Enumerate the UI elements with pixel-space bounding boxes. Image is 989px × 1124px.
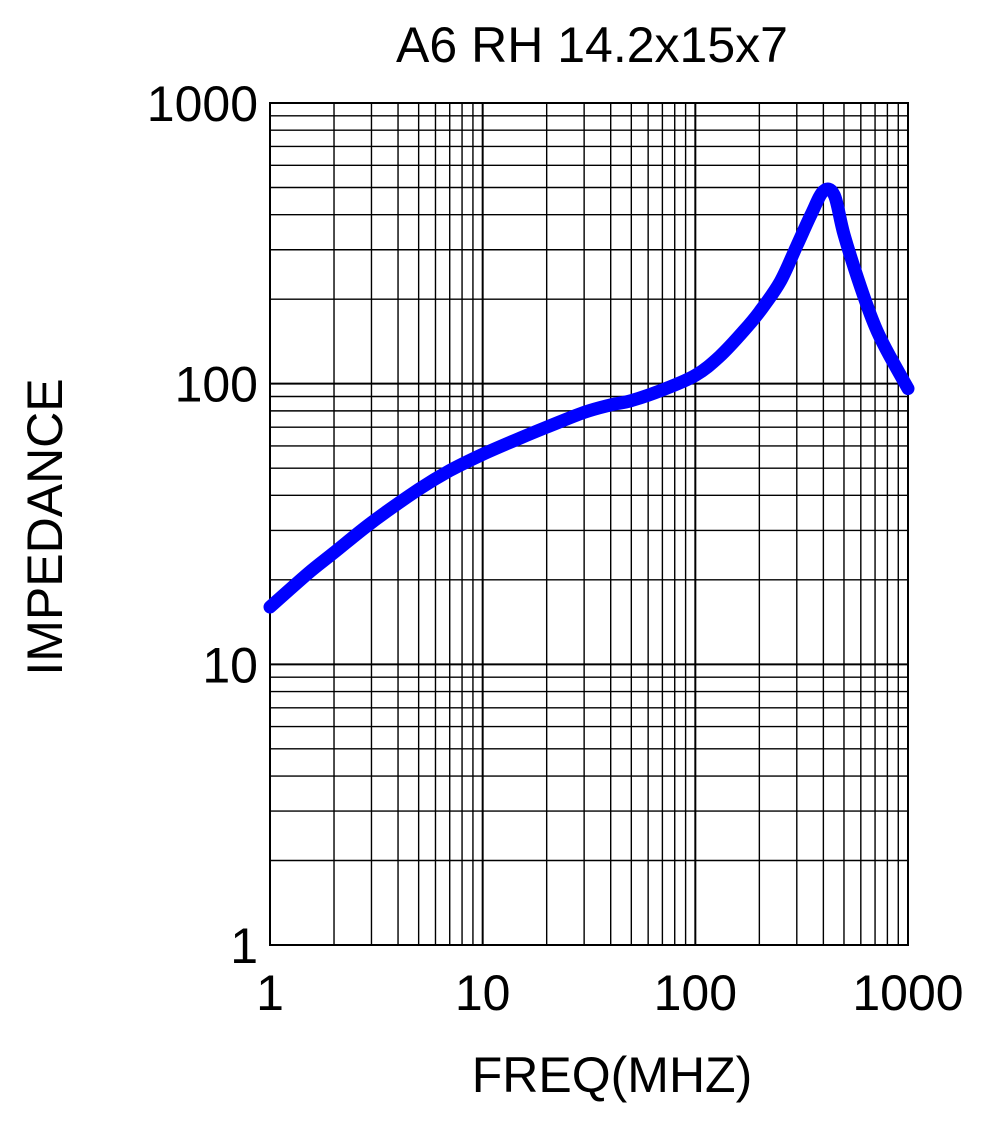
y-tick-label: 1000	[147, 76, 258, 132]
series-layer	[263, 182, 915, 614]
x-tick-label: 1	[256, 965, 284, 1021]
x-axis-label: FREQ(MHZ)	[472, 1047, 753, 1103]
y-tick-label: 1	[230, 918, 258, 974]
impedance-series-line	[263, 182, 915, 614]
chart-title: A6 RH 14.2x15x7	[396, 17, 788, 73]
x-tick-label: 100	[654, 965, 737, 1021]
y-tick-label: 100	[175, 357, 258, 413]
x-tick-label: 1000	[852, 965, 963, 1021]
x-tick-label: 10	[455, 965, 511, 1021]
y-axis-label: IMPEDANCE	[17, 378, 73, 675]
y-tick-label: 10	[202, 637, 258, 693]
y-tick-labels: 1 10 100 1000	[147, 76, 258, 974]
plot-frame	[269, 102, 909, 946]
x-tick-labels: 1 10 100 1000	[256, 965, 964, 1021]
grid	[270, 103, 908, 945]
